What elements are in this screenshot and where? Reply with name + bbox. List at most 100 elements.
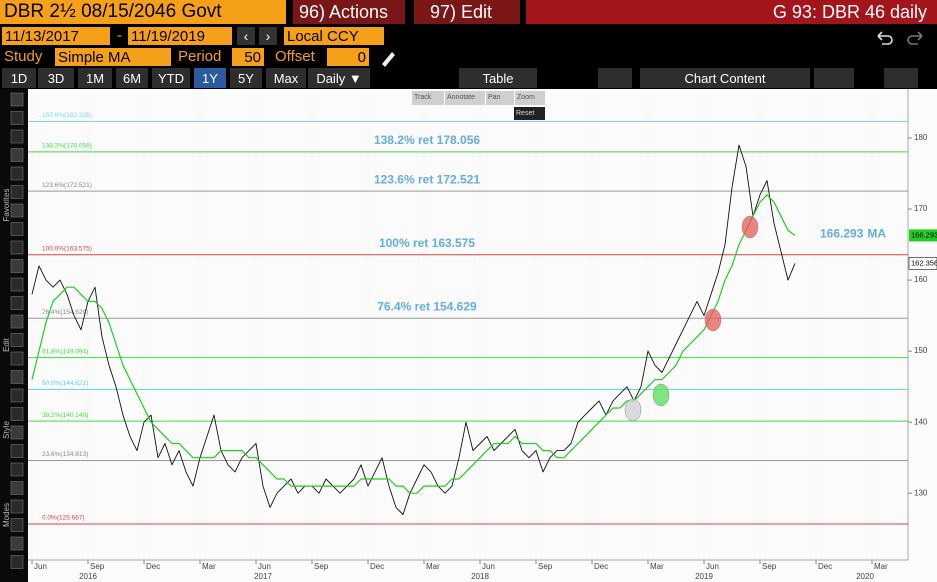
fib-label: 100.0%(163.575): [42, 245, 92, 252]
tool-icon: [10, 536, 24, 551]
side-label: Edit: [2, 337, 11, 352]
offset-label: Offset: [275, 48, 315, 65]
tool-icon: [10, 518, 24, 532]
dash: -: [117, 27, 122, 44]
x-tick-label: Dec: [594, 562, 608, 571]
plot-background: [28, 89, 937, 582]
period-button[interactable]: 1Y: [194, 68, 226, 88]
side-label: Favorites: [2, 189, 11, 222]
tool-icon: [10, 351, 24, 366]
y-tick-label: 140: [914, 417, 928, 426]
y-tick-label: 180: [914, 133, 928, 142]
tool-icon: [10, 148, 24, 162]
security-field[interactable]: DBR 2½ 08/15/2046 Govt: [0, 0, 286, 24]
fib-label: 0.0%(125.667): [42, 515, 85, 522]
redo-icon: [907, 31, 923, 45]
fib-callout: 100% ret 163.575: [379, 236, 475, 250]
zoom-tool[interactable]: Zoom: [515, 91, 545, 105]
pan-tool[interactable]: Pan: [486, 91, 514, 105]
annotate-button[interactable]: [814, 68, 854, 88]
offset-field[interactable]: 0: [327, 48, 369, 66]
x-tick-label: Sep: [538, 562, 553, 571]
fib-label: 61.8%(149.094): [42, 348, 88, 355]
tool-icon: [10, 203, 24, 218]
fib-label: 76.4%(154.629): [42, 309, 88, 316]
reset-tool[interactable]: Reset: [514, 107, 545, 120]
highlight-marker: [624, 398, 642, 422]
study-select[interactable]: Simple MA: [55, 48, 171, 66]
period-button[interactable]: Max: [266, 68, 306, 88]
period-button[interactable]: 5Y: [230, 68, 262, 88]
x-tick-label: Mar: [426, 562, 440, 571]
period-button[interactable]: 3D: [38, 68, 74, 88]
collapse-button[interactable]: [598, 68, 632, 88]
tool-icon: [10, 259, 24, 273]
x-tick-label: Jun: [258, 562, 271, 571]
track-tool[interactable]: Track: [412, 91, 444, 105]
highlight-marker: [704, 308, 722, 332]
ma-line: [31, 194, 796, 494]
prev-button[interactable]: ‹: [237, 27, 255, 45]
tool-icon: [10, 370, 24, 384]
x-tick-label: Mar: [874, 562, 888, 571]
tool-icon: [10, 407, 24, 421]
x-tick-label: Mar: [650, 562, 664, 571]
chart-content-button[interactable]: Chart Content: [640, 68, 810, 88]
tool-icon: [10, 185, 24, 199]
fib-callout: 138.2% ret 178.056: [374, 133, 480, 147]
last-value-box: [909, 229, 937, 242]
x-tick-label: Sep: [90, 562, 105, 571]
next-button[interactable]: ›: [259, 27, 277, 45]
x-tick-label: Mar: [202, 562, 216, 571]
annotate-tool[interactable]: Annotate: [445, 91, 485, 105]
y-tick-label: 150: [914, 346, 928, 355]
fib-callout: 76.4% ret 154.629: [377, 299, 477, 313]
y-tick-label: 130: [914, 488, 928, 497]
fib-label: 138.2%(178.056): [42, 143, 92, 150]
fib-label: 23.6%(134.613): [42, 451, 88, 458]
price-line: [31, 144, 796, 515]
tool-icon: [10, 222, 24, 236]
undo-icon: [877, 31, 893, 45]
period-button[interactable]: 1D: [2, 68, 36, 88]
edit-menu[interactable]: 97) Edit: [414, 0, 520, 24]
x-tick-label: Sep: [314, 562, 329, 571]
fib-label: 38.2%(140.148): [42, 412, 88, 419]
y-tick-label: 170: [914, 204, 928, 213]
tool-icon: [10, 333, 24, 347]
tool-icon: [10, 277, 24, 292]
period-button[interactable]: 1M: [78, 68, 112, 88]
side-label: Modes: [2, 503, 11, 527]
frequency-select[interactable]: Daily ▼: [308, 68, 370, 88]
currency-select[interactable]: Local CCY: [284, 27, 384, 45]
x-tick-label: Jun: [34, 562, 47, 571]
settings-button[interactable]: [884, 68, 918, 88]
last-value-label: 166.293: [911, 230, 937, 239]
tool-icon: [10, 462, 24, 477]
period-button[interactable]: 6M: [116, 68, 148, 88]
x-year-label: 2016: [79, 572, 97, 581]
last-value-label: 162.356: [911, 258, 937, 267]
last-value-box: [908, 257, 937, 270]
table-button[interactable]: Table: [459, 68, 537, 88]
function-title: G 93: DBR 46 daily: [526, 0, 937, 24]
x-tick-label: Dec: [146, 562, 160, 571]
pencil-icon: [382, 52, 395, 67]
ma-callout-name: MA: [867, 227, 886, 241]
start-date[interactable]: 11/13/2017: [2, 27, 110, 45]
fib-callout: 123.6% ret 172.521: [374, 172, 480, 186]
tool-icon: [10, 166, 24, 181]
tool-icon: [10, 481, 24, 495]
x-tick-label: Jun: [706, 562, 719, 571]
period-field[interactable]: 50: [232, 48, 264, 66]
actions-menu[interactable]: 96) Actions: [293, 0, 405, 24]
highlight-marker: [652, 383, 670, 407]
period-button[interactable]: YTD: [152, 68, 190, 88]
fib-label: 123.6%(172.521): [42, 182, 92, 189]
y-tick-label: 160: [914, 275, 928, 284]
x-tick-label: Sep: [762, 562, 777, 571]
highlight-marker: [741, 215, 759, 239]
x-year-label: 2017: [254, 572, 272, 581]
end-date[interactable]: 11/19/2019: [128, 27, 232, 45]
